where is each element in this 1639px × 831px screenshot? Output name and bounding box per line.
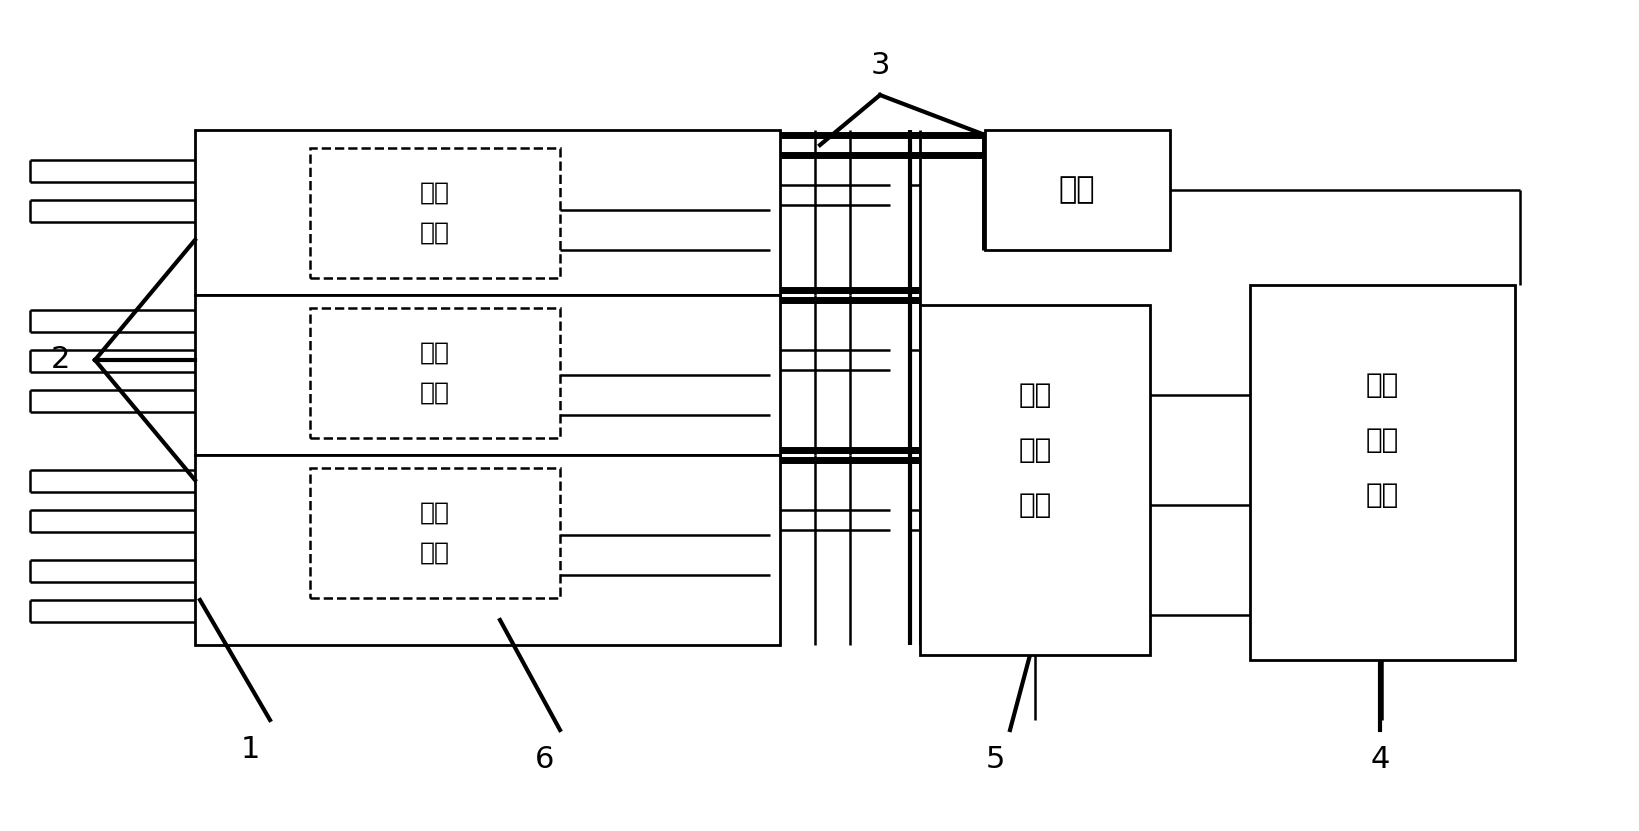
Text: 1: 1 bbox=[241, 735, 259, 765]
Text: 模块: 模块 bbox=[420, 221, 449, 245]
Text: 6: 6 bbox=[534, 745, 554, 774]
Text: 4: 4 bbox=[1370, 745, 1388, 774]
Text: 系统: 系统 bbox=[1365, 481, 1398, 509]
Bar bbox=[310, 148, 559, 278]
Bar bbox=[195, 455, 780, 645]
Text: 2: 2 bbox=[51, 346, 69, 375]
Text: 数据: 数据 bbox=[1018, 381, 1051, 409]
Bar bbox=[985, 130, 1169, 250]
Bar bbox=[919, 305, 1149, 655]
Text: 移动: 移动 bbox=[420, 341, 449, 365]
Bar bbox=[195, 295, 780, 455]
Text: 移动: 移动 bbox=[420, 501, 449, 525]
Bar bbox=[195, 130, 780, 295]
Text: 控制: 控制 bbox=[1365, 426, 1398, 454]
Text: 系统: 系统 bbox=[1018, 491, 1051, 519]
Bar bbox=[1249, 285, 1514, 660]
Text: 智能: 智能 bbox=[1365, 371, 1398, 399]
Text: 3: 3 bbox=[870, 51, 890, 80]
Bar bbox=[310, 468, 559, 598]
Text: 5: 5 bbox=[985, 745, 1005, 774]
Text: 模块: 模块 bbox=[420, 381, 449, 405]
Text: 移动: 移动 bbox=[420, 181, 449, 205]
Text: 模块: 模块 bbox=[420, 541, 449, 565]
Text: 传输: 传输 bbox=[1018, 436, 1051, 464]
Bar bbox=[310, 308, 559, 438]
Text: 气源: 气源 bbox=[1059, 175, 1095, 204]
